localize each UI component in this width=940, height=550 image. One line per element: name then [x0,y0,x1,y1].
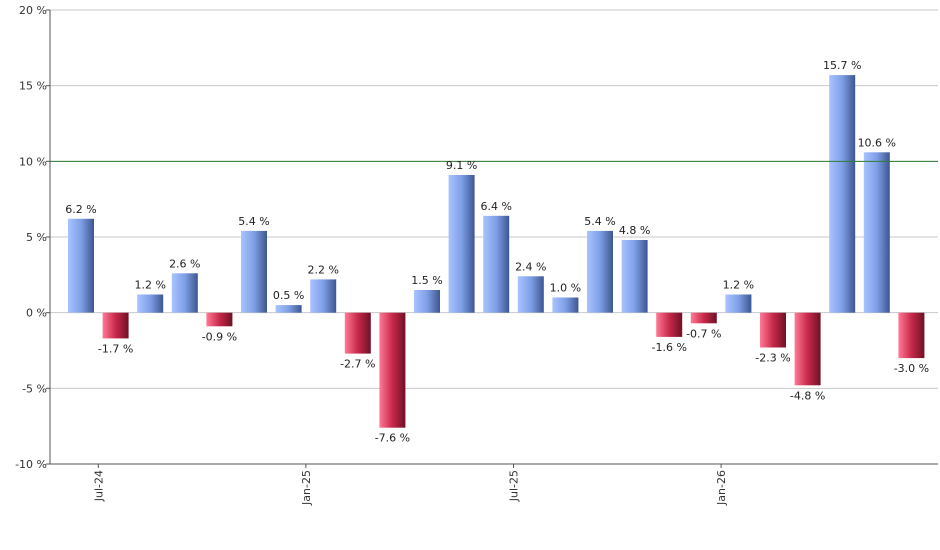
y-tick-label: 15 % [19,80,47,93]
data-label: -3.0 % [894,362,929,375]
data-label: -0.7 % [686,327,721,340]
bar [102,312,129,339]
data-label: 6.4 % [480,200,511,213]
bar [794,312,821,386]
x-tick-label: Jul-25 [508,470,521,502]
bar [587,230,613,313]
axes [49,10,938,465]
bar [171,273,198,313]
data-label: -2.7 % [340,358,375,371]
y-tick-label: 20 % [19,4,47,17]
bar [863,152,890,313]
y-tick-label: 10 % [19,155,47,168]
x-tick-label: Jul-24 [92,470,105,502]
bar [68,218,94,313]
bar [310,279,337,313]
bar [898,312,925,359]
y-axis-labels: -10 % -5 % 0 % 5 % 10 % 15 % 20 % [15,4,47,471]
data-label: 1.0 % [550,282,581,295]
x-tick-label: Jan-25 [300,470,313,506]
data-label: 10.6 % [858,136,896,149]
data-label: 2.4 % [515,260,546,273]
data-label: -0.9 % [202,330,237,343]
data-label: 4.8 % [619,224,650,237]
data-label: 15.7 % [823,59,861,72]
bar [241,230,267,313]
x-axis-labels: Jul-24 Jan-25 Jul-25 Jan-26 [92,464,728,506]
data-label: 9.1 % [446,159,477,172]
data-label: 1.5 % [411,274,442,287]
data-labels: 6.2 % -1.7 % 1.2 % 2.6 % -0.9 % 5.4 % 0.5 %2.2… [65,59,929,445]
data-label: 0.5 % [273,289,304,302]
data-label: 6.2 % [65,203,96,216]
data-label: -4.8 % [790,389,825,402]
bar [517,276,544,313]
data-label: -1.6 % [651,341,686,354]
bars [68,75,925,428]
bar [760,312,786,348]
bar [448,175,475,313]
bar [552,297,579,313]
data-label: 5.4 % [238,215,269,228]
bar [275,305,302,313]
y-tick-label: -10 % [15,458,47,471]
data-label: 2.6 % [169,257,200,270]
y-tick-label: 0 % [26,307,47,320]
data-label: -7.6 % [375,432,410,445]
data-label: -1.7 % [98,342,133,355]
data-label: 1.2 % [723,279,754,292]
bar [725,294,752,313]
bar [656,312,683,337]
bar [414,290,440,313]
bar [829,75,856,313]
data-label: 5.4 % [584,215,615,228]
bar [690,312,717,324]
bar [379,312,406,428]
bar [137,294,164,313]
bar [344,312,371,354]
bar [483,215,510,313]
data-label: -2.3 % [755,352,790,365]
data-label: 2.2 % [307,263,338,276]
data-label: 1.2 % [134,279,165,292]
x-tick-label: Jan-26 [715,470,728,506]
bar [206,312,233,327]
y-tick-label: 5 % [26,231,47,244]
bar [621,240,648,313]
y-tick-label: -5 % [22,382,47,395]
